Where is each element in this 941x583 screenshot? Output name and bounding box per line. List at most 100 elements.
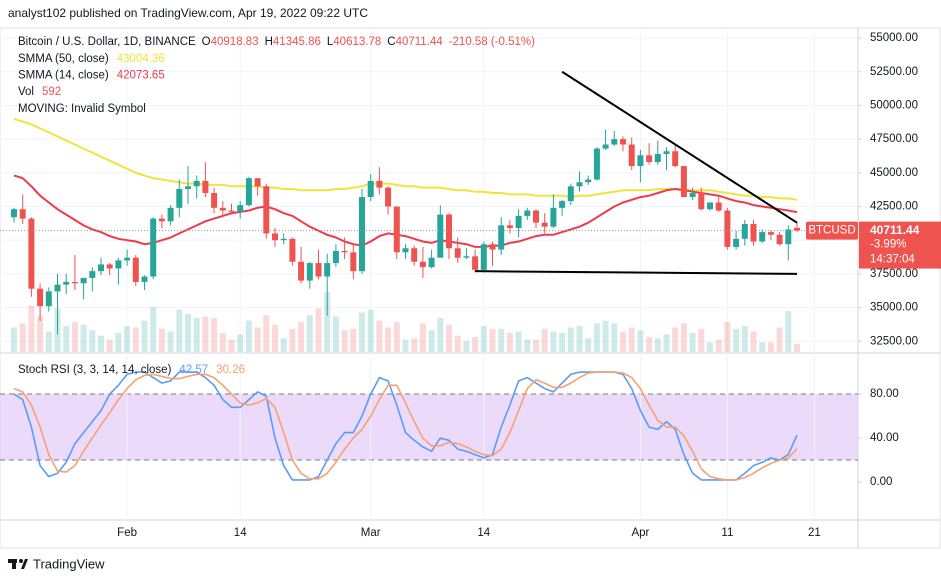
change-label: -3.99% (870, 239, 906, 251)
legend-text: O (202, 36, 211, 48)
volume-bar (646, 336, 653, 352)
candle-body (19, 209, 26, 219)
candle-body (63, 281, 70, 285)
volume-bar (350, 328, 357, 352)
candle-body (646, 155, 653, 163)
volume-bar (654, 338, 661, 352)
volume-bar (611, 323, 618, 352)
legend-text: 42073.65 (117, 70, 165, 82)
volume-bar (393, 321, 400, 352)
volume-bar (98, 335, 104, 352)
candle-body (446, 214, 452, 249)
candle-body (245, 178, 252, 206)
candle-body (576, 182, 583, 187)
volume-bar (219, 332, 226, 352)
symbol-badge (806, 221, 858, 240)
candle-body (124, 257, 131, 261)
candle-body (620, 139, 626, 145)
volume-bar (785, 311, 792, 352)
candle-body (228, 210, 235, 212)
candle-body (567, 186, 574, 202)
volume-bar (71, 321, 78, 352)
volume-bar (272, 324, 278, 352)
volume-bar (385, 327, 392, 352)
volume-bar (585, 338, 592, 352)
volume-bar (298, 321, 305, 352)
candle-body (158, 218, 165, 222)
volume-bar (115, 332, 122, 352)
series-line (13, 174, 798, 248)
volume-bar (376, 320, 383, 352)
volume-bar (559, 332, 566, 352)
volume-bar (759, 342, 766, 352)
volume-bar (158, 328, 165, 352)
candle-body (359, 197, 365, 272)
volume-bar (332, 316, 339, 352)
candle-body (454, 248, 461, 258)
candle-body (759, 232, 766, 242)
volume-bar (289, 328, 296, 352)
candle-body (150, 218, 157, 277)
volume-bar (776, 327, 783, 352)
candle-body (785, 229, 792, 245)
volume-bar (698, 328, 705, 352)
candle-body (263, 186, 270, 234)
candle-body (602, 144, 609, 149)
volume-bar (593, 323, 600, 352)
x-tick-label: Feb (117, 527, 137, 539)
logo-mark (12, 559, 16, 569)
volume-bar (463, 341, 470, 352)
volume-bar (550, 331, 557, 352)
y-tick-label: 0.00 (870, 476, 892, 488)
volume-bar (680, 323, 687, 352)
volume-bar (480, 326, 487, 352)
volume-bar (663, 334, 670, 352)
volume-bar (185, 313, 191, 352)
y-tick-label: 80.00 (870, 388, 899, 400)
candle-body (45, 291, 52, 307)
legend-text: 592 (42, 86, 61, 98)
candle-body (480, 244, 487, 270)
volume-bar (515, 331, 522, 352)
volume-bar (506, 332, 513, 352)
legend-text: Vol (18, 86, 34, 98)
volume-bar (689, 332, 696, 352)
candle-body (663, 151, 670, 154)
volume-bar (472, 336, 479, 352)
candle-body (385, 187, 392, 207)
candle-body (315, 263, 322, 277)
candle-body (585, 179, 592, 183)
y-tick-label: 45000.00 (870, 167, 918, 179)
volume-bar (733, 328, 740, 352)
candle-body (506, 225, 513, 229)
volume-bar (150, 306, 157, 352)
candle-body (211, 193, 218, 208)
legend-text: MOVING: Invalid Symbol (18, 103, 146, 115)
candle-body (202, 180, 209, 194)
legend-text: H (265, 36, 273, 48)
volume-bar (741, 326, 748, 352)
candle-body (332, 250, 339, 264)
volume-bar (202, 316, 209, 352)
candle-body (689, 193, 696, 198)
volume-bar (254, 327, 261, 352)
volume-bar (637, 330, 644, 352)
x-tick-label: 14 (234, 527, 247, 539)
volume-bar (315, 308, 322, 352)
candle-body (559, 201, 566, 208)
candle-body (654, 153, 661, 163)
candle-body (680, 166, 687, 198)
candle-body (472, 256, 479, 270)
y-tick-label: 32500.00 (870, 335, 918, 347)
volume-bar (341, 330, 348, 352)
candle-body (167, 207, 174, 222)
volume-bar (411, 338, 418, 352)
legend-text: 40918.83 (211, 36, 259, 48)
y-tick-label: 52500.00 (870, 66, 918, 78)
chart-frame (0, 27, 941, 549)
candle-body (393, 206, 400, 253)
volume-bar (359, 312, 365, 352)
volume-bar (80, 324, 87, 352)
legend-text: 40711.44 (396, 36, 444, 48)
